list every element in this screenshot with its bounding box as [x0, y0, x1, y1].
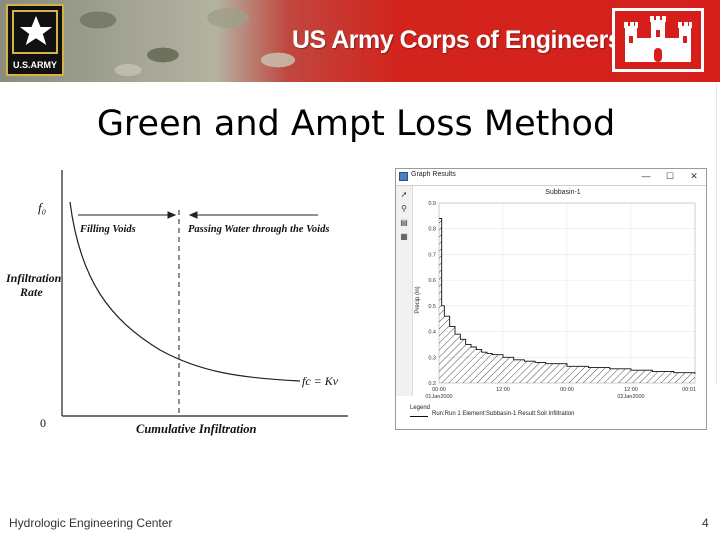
passing-water-label: Passing Water through the Voids [188, 224, 330, 235]
close-button[interactable]: ✕ [690, 171, 698, 181]
army-logo-text: U.S.ARMY [12, 60, 57, 70]
y-tick-label: 0.4 [428, 330, 436, 336]
infiltration-series-area [439, 218, 695, 383]
window-titlebar[interactable]: Graph Results — ☐ ✕ [396, 169, 706, 186]
x-tick-date-label: 02Jan2000 [617, 394, 644, 400]
fc-label: fc = Kv [302, 374, 339, 388]
minimize-button[interactable]: — [641, 171, 651, 181]
infiltration-series-line [439, 217, 696, 374]
star-icon [20, 16, 52, 45]
right-edge-rule [716, 84, 717, 384]
castle-icon [624, 16, 692, 62]
pointer-icon[interactable]: ➚ [400, 190, 408, 199]
y-axis-title: Precip (in) [415, 286, 421, 313]
maximize-button[interactable]: ☐ [665, 171, 675, 181]
window-title: Graph Results [411, 171, 456, 178]
y-tick-label: 0.5 [428, 304, 436, 310]
infiltration-curve [69, 201, 301, 382]
x-tick-label: 00:01 [682, 387, 696, 393]
x-tick-label: 12:00 [624, 387, 638, 393]
filling-voids-label: Filling Voids [80, 224, 136, 235]
y-tick-label: 0.7 [428, 252, 436, 258]
x-axis-label: Cumulative Infiltration [136, 422, 257, 436]
legend-title: Legend [410, 405, 431, 411]
slide-title: Green and Ampt Loss Method [96, 104, 616, 144]
x-tick-label: 00:00 [560, 387, 574, 393]
app-icon [399, 172, 408, 181]
us-army-logo: U.S.ARMY [6, 4, 64, 76]
header-banner: U.S.ARMY US Army Corps of Engineers [0, 0, 720, 82]
banner-title: US Army Corps of Engineers [292, 26, 622, 54]
zoom-icon[interactable]: ⚲ [401, 204, 407, 213]
usace-castle-logo [612, 8, 704, 72]
x-tick-label: 00:00 [432, 387, 446, 393]
y-tick-label: 0.6 [428, 278, 436, 284]
chart-title: Subbasin-1 [545, 189, 581, 196]
f0-label: f₀ [38, 200, 47, 215]
green-ampt-diagram: f₀ Filling Voids Passing Water through t… [0, 160, 360, 450]
infiltration-chart: Subbasin-1 Precip (in) 0.9 0.8 0.7 0.6 0.5 0.… [415, 189, 696, 400]
y-tick-label: 0.8 [428, 227, 436, 233]
y-tick-label: 0.2 [428, 381, 436, 387]
x-tick-date-label: 01Jan2000 [425, 394, 452, 400]
y-tick-label: 0.9 [428, 201, 436, 207]
zero-label: 0 [40, 416, 46, 430]
page-number: 4 [702, 516, 709, 530]
legend-swatch [410, 411, 428, 417]
table-icon[interactable]: ▦ [400, 232, 408, 241]
graph-results-window[interactable]: Graph Results — ☐ ✕ ➚ ⚲ ▤ ▦ Subbasin-1 P… [395, 168, 707, 430]
graph-icon[interactable]: ▤ [400, 218, 408, 227]
legend-series-label: Run:Run 1 Element:Subbasin-1 Result:Soil… [432, 411, 575, 417]
y-axis-label-line2: Rate [20, 285, 43, 299]
y-tick-label: 0.3 [428, 355, 436, 361]
graph-toolbar: ➚ ⚲ ▤ ▦ [396, 186, 413, 396]
camouflage-pattern [68, 0, 318, 82]
x-tick-label: 12:00 [496, 387, 510, 393]
y-axis-label-line1: Infiltration [6, 271, 62, 285]
footer-text: Hydrologic Engineering Center [9, 516, 173, 530]
chart-legend: Legend Run:Run 1 Element:Subbasin-1 Resu… [410, 405, 700, 427]
